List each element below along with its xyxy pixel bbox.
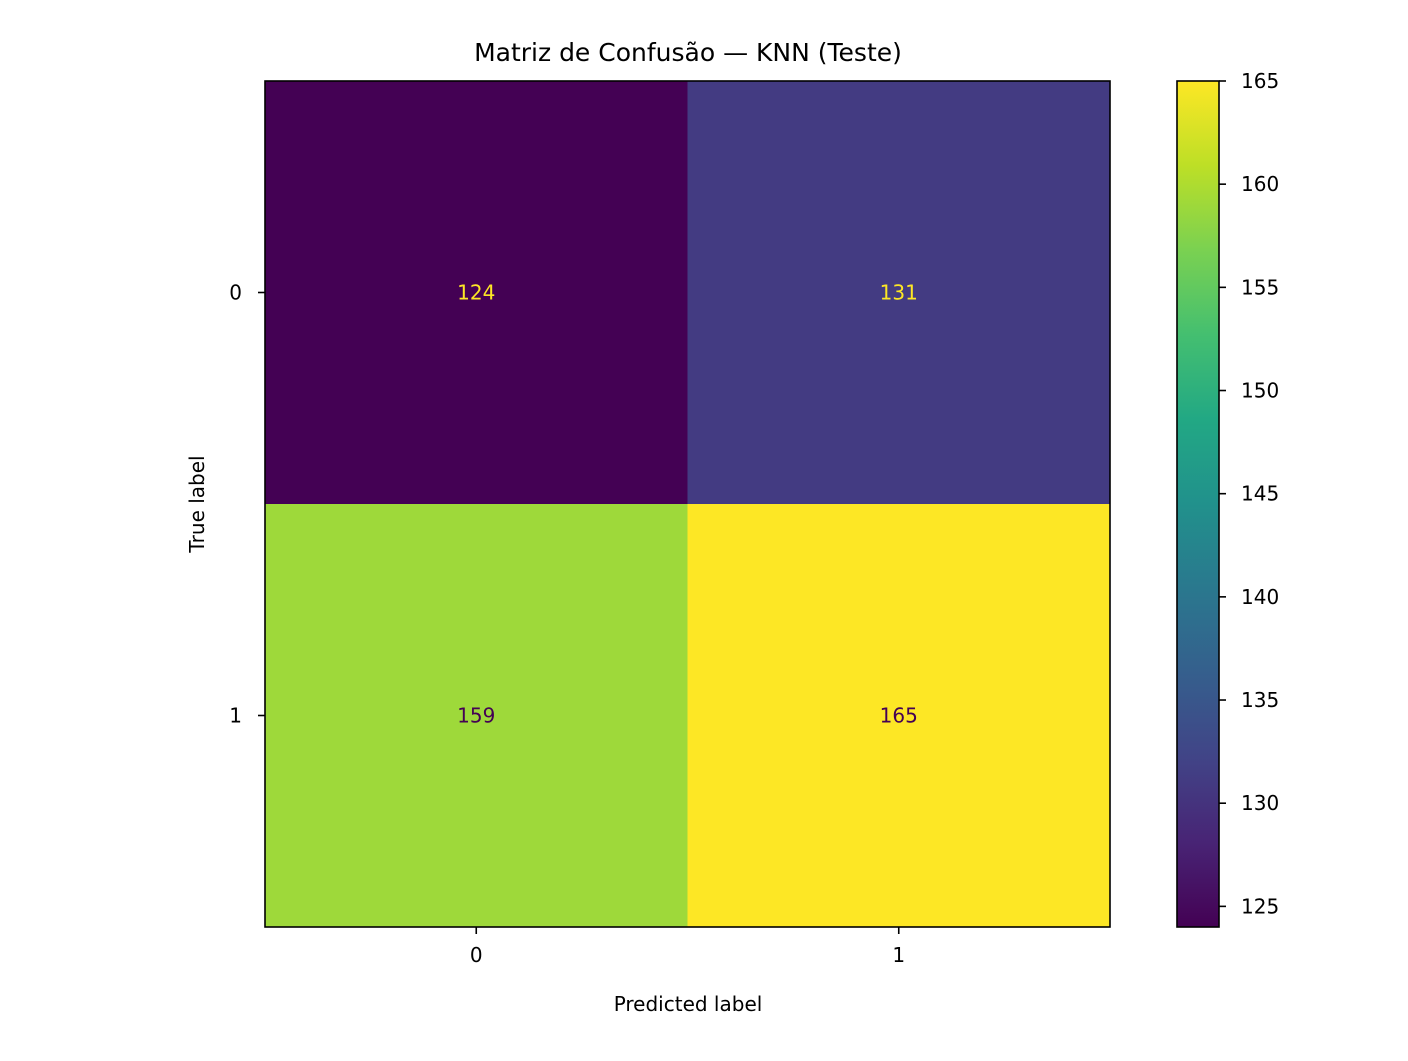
colorbar	[1176, 80, 1220, 928]
x-tick-label: 1	[892, 943, 905, 967]
cell-value-label: 124	[457, 281, 495, 305]
colorbar-tick-label: 150	[1241, 379, 1279, 403]
heatmap-cell	[687, 504, 1111, 928]
colorbar-tick-label: 135	[1241, 688, 1279, 712]
cell-value-label: 165	[880, 704, 918, 728]
colorbar-tick-label: 160	[1241, 172, 1279, 196]
y-axis-label: True label	[185, 455, 209, 553]
plot-frame	[264, 80, 1111, 928]
x-tick-label: 0	[470, 943, 483, 967]
colorbar-tick-label: 165	[1241, 69, 1279, 93]
chart-title: Matriz de Confusão — KNN (Teste)	[474, 38, 902, 67]
colorbar-tick-label: 145	[1241, 482, 1279, 506]
heatmap-cell	[265, 504, 688, 928]
heatmap-cell	[265, 81, 688, 505]
colorbar-tick-label: 130	[1241, 791, 1279, 815]
colorbar-tick-label: 140	[1241, 585, 1279, 609]
cell-value-label: 159	[457, 704, 495, 728]
heatmap-cell-labels: 124 131 159 165	[457, 281, 918, 728]
colorbar-tick-label: 125	[1241, 894, 1279, 918]
cell-value-label: 131	[880, 281, 918, 305]
x-axis-label: Predicted label	[614, 992, 763, 1016]
y-tick-label: 0	[229, 281, 242, 305]
y-tick-label: 1	[229, 704, 242, 728]
y-axis-ticks: 01	[229, 281, 265, 728]
heatmap-cell	[687, 81, 1111, 505]
colorbar-ticks: 125 130 135 140 145 150 155 160 165	[1219, 69, 1279, 918]
heatmap-cells	[265, 81, 1111, 928]
colorbar-tick-label: 155	[1241, 275, 1279, 299]
